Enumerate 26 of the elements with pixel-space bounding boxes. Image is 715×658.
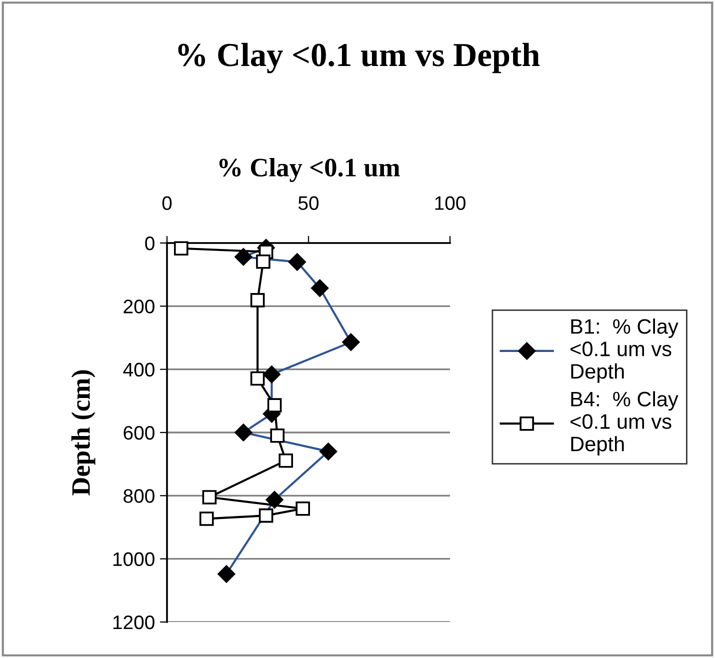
point: [296, 501, 310, 516]
x-axis-title: % Clay <0.1 um: [219, 158, 400, 182]
y-axis-title: Depth (cm): [71, 370, 96, 496]
y-tick-label: 800: [124, 489, 154, 503]
point: [270, 428, 285, 443]
point: [199, 512, 214, 526]
point: [250, 371, 265, 386]
point: [202, 490, 217, 504]
x-tick-label: 100: [435, 196, 466, 210]
chart-title: % Clay <0.1 um vs Depth: [178, 42, 540, 74]
x-tick-label: 50: [298, 196, 319, 210]
point: [267, 398, 282, 412]
y-tick-label: 400: [123, 362, 154, 377]
y-tick-label: 200: [124, 300, 154, 314]
y-tick-label: 0: [145, 236, 154, 250]
point: [250, 293, 265, 308]
x-tick-label: 0: [162, 196, 172, 210]
point: [256, 254, 270, 269]
legend-label: B1: % Clay <0.1 um vs Depth: [570, 318, 678, 383]
y-tick-label: 1000: [113, 552, 154, 566]
point: [174, 241, 188, 256]
point: [258, 508, 274, 523]
y-tick-label: 600: [124, 426, 154, 440]
legend-label: B4: % Clay <0.1 um vs Depth: [570, 391, 678, 456]
y-tick-label: 1200: [113, 615, 154, 630]
point: [278, 453, 294, 468]
